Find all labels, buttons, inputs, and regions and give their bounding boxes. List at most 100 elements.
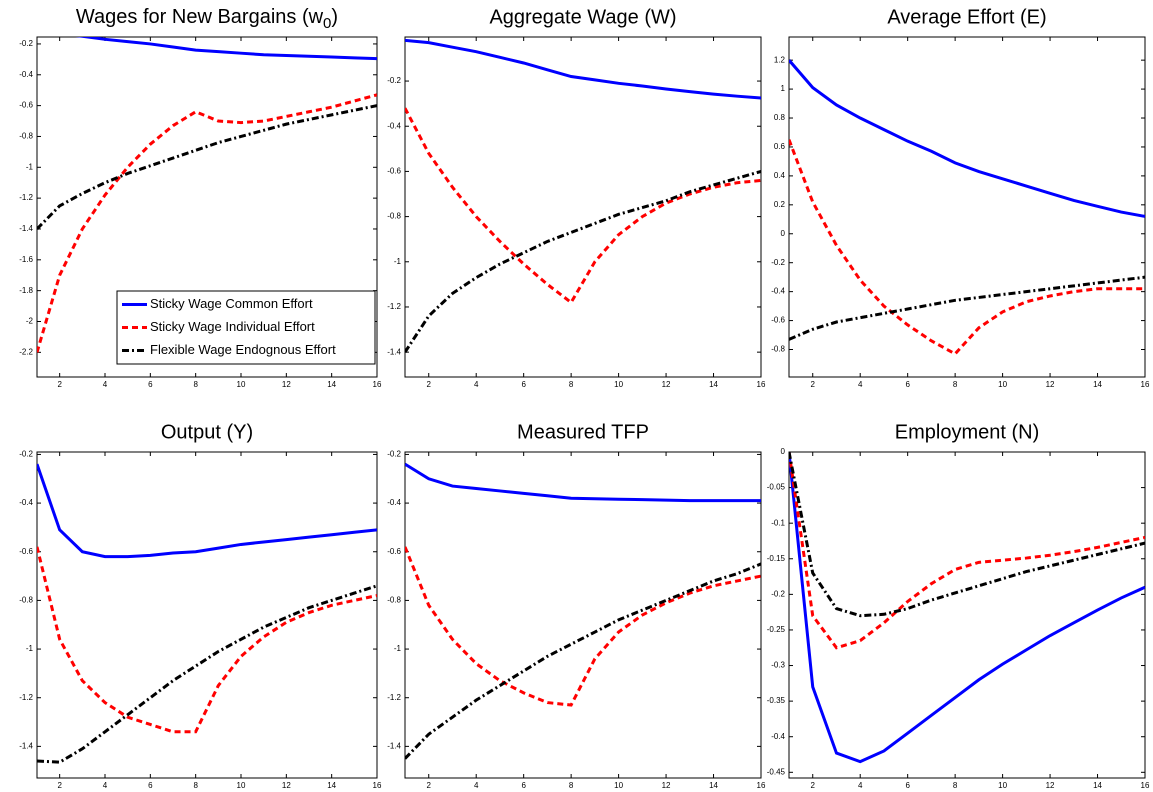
series-line <box>405 562 761 760</box>
y-tick-label: -0.8 <box>387 212 401 221</box>
y-tick-label: -0.4 <box>387 498 401 507</box>
y-tick-label: -0.6 <box>771 316 785 325</box>
series-line <box>405 546 761 707</box>
x-tick-label: 16 <box>1141 380 1150 389</box>
y-tick-label: -0.6 <box>387 547 401 556</box>
x-tick-label: 4 <box>858 380 863 389</box>
plot-frame <box>404 451 762 779</box>
y-tick-label: -1.2 <box>19 693 33 702</box>
series-line <box>789 452 1145 650</box>
series-line <box>789 59 1145 218</box>
x-tick-label: 6 <box>905 380 910 389</box>
x-tick-label: 16 <box>373 781 382 790</box>
chart-title: Wages for New Bargains (w0) <box>76 6 338 32</box>
y-tick-label: 0.6 <box>774 142 786 151</box>
plot-frame <box>36 451 378 779</box>
y-tick-label: 1.2 <box>774 55 786 64</box>
series-line <box>37 584 377 764</box>
y-tick-label: -1.8 <box>19 286 33 295</box>
x-tick-label: 14 <box>1093 781 1102 790</box>
y-tick-label: -0.2 <box>771 258 785 267</box>
x-tick-label: 8 <box>193 781 198 790</box>
y-tick-label: -0.4 <box>19 498 33 507</box>
x-tick-label: 14 <box>327 781 336 790</box>
x-tick-label: 8 <box>569 380 574 389</box>
x-tick-label: 10 <box>237 781 246 790</box>
chart-title: Employment (N) <box>895 421 1039 443</box>
series-line <box>789 452 1145 618</box>
x-tick-label: 16 <box>757 380 766 389</box>
series-line <box>405 107 761 305</box>
y-tick-label: 0.4 <box>774 171 786 180</box>
y-tick-label: -0.4 <box>771 287 785 296</box>
panel: Aggregate Wage (W) -1.4 -1.2 -1 -0.8 -0.6 -0.4… <box>387 6 766 389</box>
x-tick-label: 14 <box>709 380 718 389</box>
y-tick-label: -0.3 <box>771 661 785 670</box>
x-tick-label: 2 <box>427 781 432 790</box>
y-tick-label: -1.4 <box>19 224 33 233</box>
y-tick-label: -0.8 <box>771 345 785 354</box>
x-tick-label: 6 <box>521 380 526 389</box>
x-tick-label: 12 <box>662 781 671 790</box>
panel: Measured TFP -1.4 -1.2 -1 -0.8 -0.6 -0.4 -0.2 2 4… <box>387 421 766 790</box>
x-tick-label: 10 <box>614 380 623 389</box>
y-tick-label: -0.2 <box>771 589 785 598</box>
series-line <box>789 452 1145 764</box>
y-tick-label: -1.6 <box>19 255 33 264</box>
y-tick-label: -1.2 <box>387 302 401 311</box>
series-line <box>405 462 761 503</box>
y-tick-label: -2 <box>26 317 34 326</box>
x-tick-label: 16 <box>1141 781 1150 790</box>
panel: Average Effort (E) -0.8 -0.6 -0.4 -0.2 0 0.2 0.… <box>771 6 1150 389</box>
x-tick-label: 12 <box>1046 380 1055 389</box>
series-line <box>37 546 377 734</box>
x-tick-label: 6 <box>148 781 153 790</box>
series-line <box>37 93 377 353</box>
x-tick-label: 12 <box>282 781 291 790</box>
plot-frame <box>788 36 1146 378</box>
y-tick-label: -1.4 <box>19 741 33 750</box>
y-tick-label: -0.2 <box>387 450 401 459</box>
y-tick-label: 0.2 <box>774 200 786 209</box>
panel: Output (Y) -1.4 -1.2 -1 -0.8 -0.6 -0.4 -0.2 2 4 6 8… <box>19 421 382 790</box>
chart-title: Aggregate Wage (W) <box>489 6 676 28</box>
x-tick-label: 14 <box>709 781 718 790</box>
x-tick-label: 14 <box>1093 380 1102 389</box>
x-tick-label: 12 <box>1046 781 1055 790</box>
x-tick-label: 2 <box>57 380 62 389</box>
y-tick-label: -0.4 <box>19 70 33 79</box>
y-tick-label: -0.1 <box>771 518 785 527</box>
y-tick-label: -1 <box>394 644 402 653</box>
y-tick-label: -2.2 <box>19 347 33 356</box>
y-tick-label: -0.6 <box>19 101 33 110</box>
x-tick-label: 16 <box>373 380 382 389</box>
y-tick-label: -0.4 <box>771 732 785 741</box>
y-tick-label: -1 <box>26 162 34 171</box>
x-tick-label: 2 <box>811 781 816 790</box>
x-tick-label: 4 <box>103 781 108 790</box>
series-line <box>405 38 761 100</box>
legend-box <box>116 290 376 365</box>
x-tick-label: 12 <box>282 380 291 389</box>
series-line <box>37 104 377 231</box>
x-tick-label: 6 <box>905 781 910 790</box>
y-tick-label: -0.05 <box>767 483 786 492</box>
x-tick-label: 4 <box>858 781 863 790</box>
y-tick-label: 1 <box>781 84 786 93</box>
legend: Sticky Wage Common Effort Sticky Wage Ind… <box>116 290 376 365</box>
x-tick-label: 4 <box>474 380 479 389</box>
y-tick-label: 0.8 <box>774 113 786 122</box>
x-tick-label: 10 <box>614 781 623 790</box>
x-tick-label: 14 <box>327 380 336 389</box>
y-tick-label: -1.2 <box>19 193 33 202</box>
y-tick-label: -1.4 <box>387 741 401 750</box>
x-tick-label: 8 <box>193 380 198 389</box>
y-tick-label: -1.4 <box>387 347 401 356</box>
x-tick-label: 8 <box>953 781 958 790</box>
y-tick-label: -0.45 <box>767 767 786 776</box>
y-tick-label: -1 <box>394 257 402 266</box>
y-tick-label: -0.8 <box>387 596 401 605</box>
series-line <box>75 37 377 61</box>
